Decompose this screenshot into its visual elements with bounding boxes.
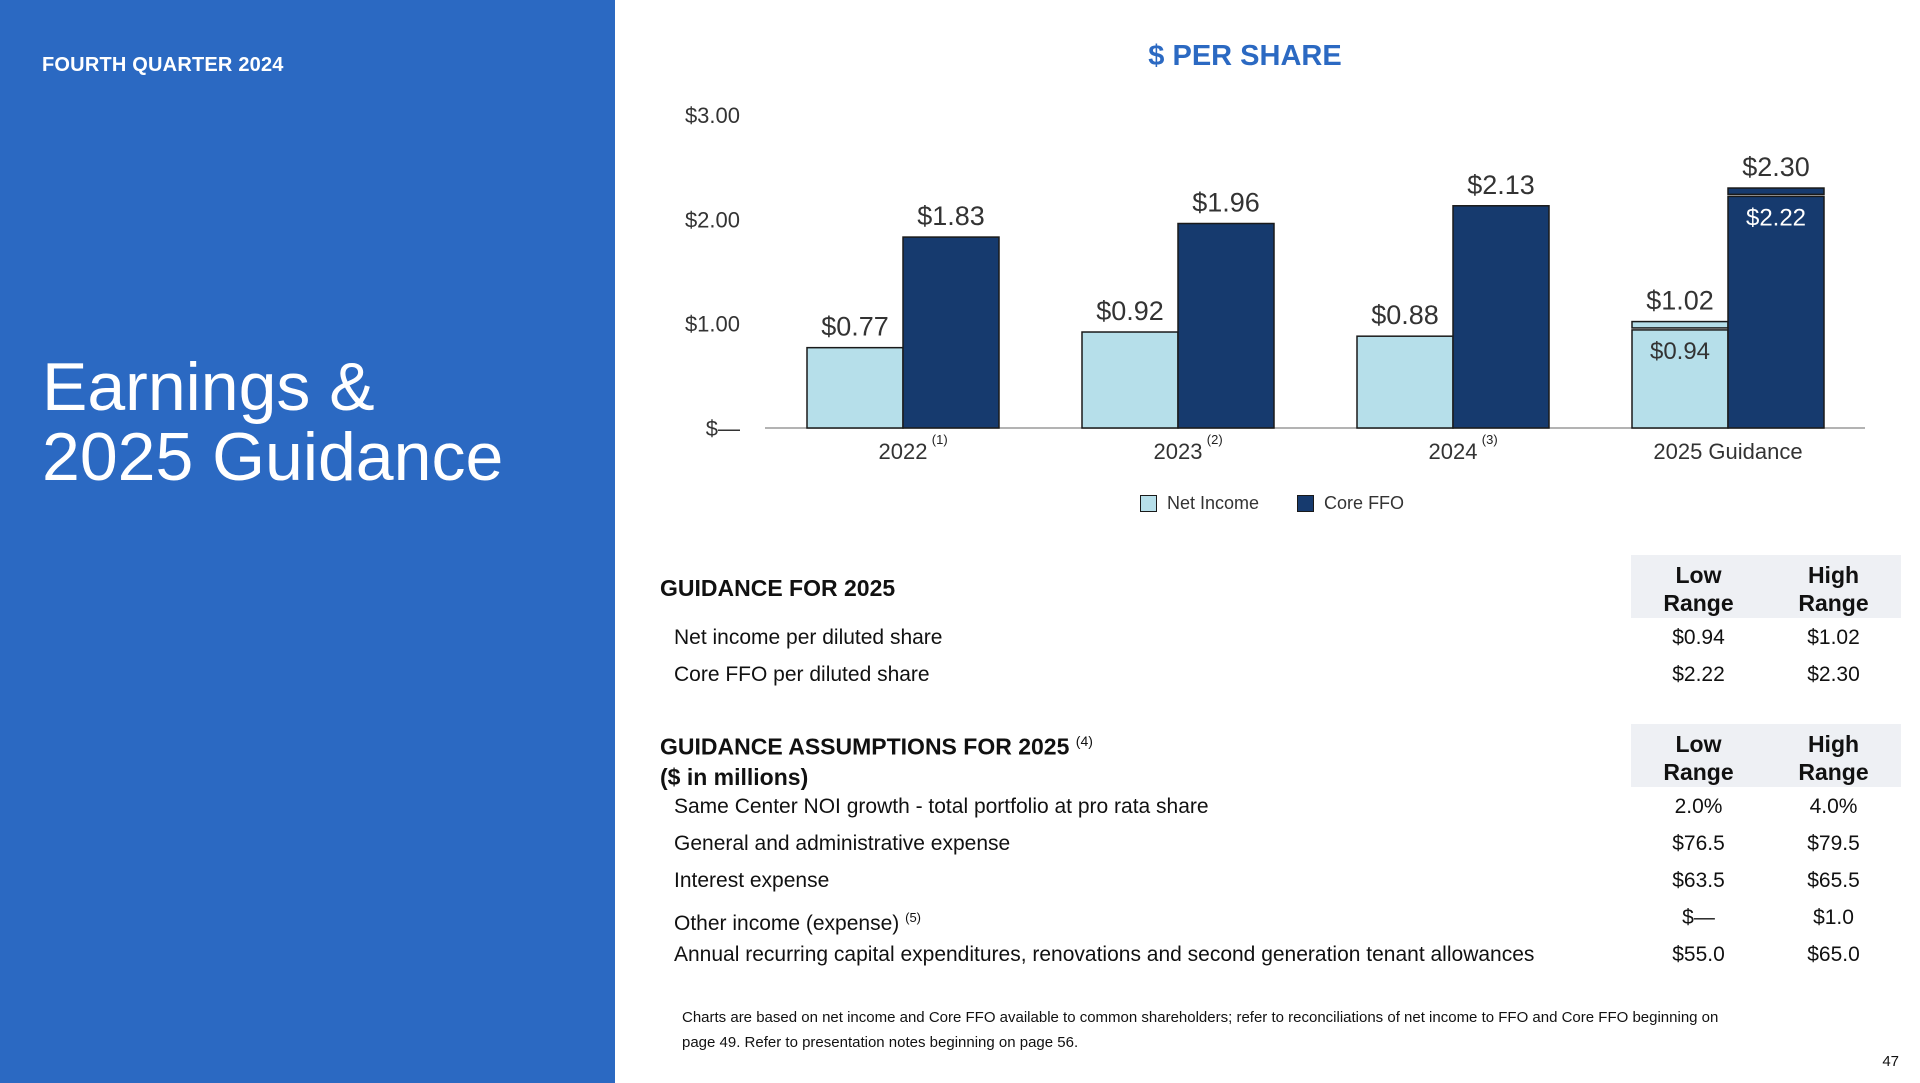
guidance-low-range-header: Low Range xyxy=(1631,561,1766,617)
chart-legend: Net Income Core FFO xyxy=(1140,493,1404,514)
data-label: $1.83 xyxy=(917,201,985,231)
row-high-value: $79.5 xyxy=(1807,832,1860,855)
assumptions-heading-note: (4) xyxy=(1075,733,1093,749)
row-low-value: $0.94 xyxy=(1672,626,1725,649)
assumptions-high-head-2: Range xyxy=(1798,759,1869,785)
footnote: Charts are based on net income and Core … xyxy=(682,1005,1852,1055)
bar-net-income-low xyxy=(1631,329,1729,429)
guidance-high-head-2: Range xyxy=(1798,590,1869,616)
assumptions-low-head-1: Low xyxy=(1675,731,1722,757)
data-label: $2.13 xyxy=(1467,170,1535,200)
legend-label-core-ffo: Core FFO xyxy=(1324,493,1405,513)
row-low-value: $63.5 xyxy=(1672,869,1725,892)
data-label: $0.77 xyxy=(821,312,889,342)
row-label: General and administrative expense xyxy=(674,832,1011,855)
bar-core-ffo xyxy=(1177,222,1275,429)
x-tick-label: 2025 Guidance xyxy=(1653,439,1802,464)
y-tick-label: $1.00 xyxy=(685,312,740,337)
data-label-low: $0.94 xyxy=(1650,338,1710,365)
table-row: Same Center NOI growth - total portfolio… xyxy=(674,788,1904,825)
row-low-value: $76.5 xyxy=(1672,832,1725,855)
data-label: $1.96 xyxy=(1192,188,1260,218)
row-high-value: $1.02 xyxy=(1807,626,1860,649)
bar-net-income xyxy=(1081,331,1179,429)
quarter-label: FOURTH QUARTER 2024 xyxy=(42,54,284,76)
row-label: Other income (expense) (5) xyxy=(674,899,921,942)
y-tick-label: $— xyxy=(706,416,740,441)
row-high-value: $65.5 xyxy=(1807,869,1860,892)
bar-core-ffo-low xyxy=(1727,195,1825,429)
bar-core-ffo-high-band xyxy=(1727,187,1825,196)
left-panel: FOURTH QUARTER 2024 Earnings & 2025 Guid… xyxy=(0,0,615,1083)
legend-swatch-net-income xyxy=(1140,495,1157,512)
assumptions-low-range-header: Low Range xyxy=(1631,730,1766,786)
table-row: Net income per diluted share $0.94 $1.02 xyxy=(674,619,1904,656)
guidance-column-headers: Low Range High Range xyxy=(1631,555,1901,618)
x-tick-note: (1) xyxy=(932,432,948,447)
page-number: 47 xyxy=(1882,1053,1899,1070)
row-label: Core FFO per diluted share xyxy=(674,663,930,686)
bar-core-ffo xyxy=(1452,205,1550,429)
row-low-value: $— xyxy=(1682,906,1715,929)
footnote-line-1: Charts are based on net income and Core … xyxy=(682,1009,1719,1026)
x-tick-note: (3) xyxy=(1482,432,1498,447)
row-low-value: 2.0% xyxy=(1674,795,1723,818)
y-tick-label: $3.00 xyxy=(685,103,740,128)
x-tick-label: 2023 xyxy=(1154,439,1203,464)
per-share-chart: $— $1.00 $2.00 $3.00 $0.77 $1.83 2022 (1) $0.92 $… xyxy=(685,103,1865,464)
data-label: $1.02 xyxy=(1646,286,1714,316)
slide-title-line-2: 2025 Guidance xyxy=(42,419,504,495)
row-label: Net income per diluted share xyxy=(674,626,943,649)
slide-title-line-1: Earnings & xyxy=(42,349,375,425)
assumptions-high-range-header: High Range xyxy=(1766,730,1901,786)
bar-core-ffo xyxy=(902,236,1000,429)
row-label-note: (5) xyxy=(905,910,922,925)
assumptions-low-head-2: Range xyxy=(1663,759,1734,785)
bar-net-income-high-band xyxy=(1631,320,1729,329)
assumptions-heading-text: GUIDANCE ASSUMPTIONS FOR 2025 xyxy=(660,733,1070,760)
data-label: $0.92 xyxy=(1096,296,1164,326)
row-label: Annual recurring capital expenditures, r… xyxy=(674,943,1535,966)
row-high-value: $65.0 xyxy=(1807,943,1860,966)
guidance-low-head-2: Range xyxy=(1663,590,1734,616)
y-tick-label: $2.00 xyxy=(685,207,740,232)
data-label: $2.30 xyxy=(1742,152,1810,182)
footnote-line-2: page 49. Refer to presentation notes beg… xyxy=(682,1034,1079,1051)
data-label-low: $2.22 xyxy=(1746,204,1806,231)
row-low-value: $55.0 xyxy=(1672,943,1725,966)
table-row: Annual recurring capital expenditures, r… xyxy=(674,936,1904,973)
guidance-high-head-1: High xyxy=(1807,562,1860,588)
row-label: Interest expense xyxy=(674,869,830,892)
slide-title: Earnings & 2025 Guidance xyxy=(42,352,503,492)
table-row: Interest expense $63.5 $65.5 xyxy=(674,862,1904,899)
x-tick-label: 2024 xyxy=(1429,439,1478,464)
guidance-low-head-1: Low xyxy=(1675,562,1722,588)
chart-title: $ PER SHARE xyxy=(1148,40,1342,72)
table-row: Other income (expense) (5) $— $1.0 xyxy=(674,899,1904,936)
legend-item-core-ffo: Core FFO xyxy=(1297,493,1404,514)
assumptions-column-headers: Low Range High Range xyxy=(1631,724,1901,787)
bar-net-income xyxy=(806,346,904,429)
x-tick-note: (2) xyxy=(1207,432,1223,447)
legend-label-net-income: Net Income xyxy=(1167,493,1260,513)
row-label: Same Center NOI growth - total portfolio… xyxy=(674,795,1209,818)
assumptions-subheading: ($ in millions) xyxy=(660,763,809,790)
assumptions-high-head-1: High xyxy=(1807,731,1860,757)
row-high-value: $1.0 xyxy=(1813,906,1854,929)
bar-net-income xyxy=(1356,335,1454,429)
row-high-value: $2.30 xyxy=(1807,663,1860,686)
table-row: Core FFO per diluted share $2.22 $2.30 xyxy=(674,656,1904,693)
data-label: $0.88 xyxy=(1371,300,1439,330)
table-row: General and administrative expense $76.5… xyxy=(674,825,1904,862)
guidance-high-range-header: High Range xyxy=(1766,561,1901,617)
legend-swatch-core-ffo xyxy=(1297,495,1315,512)
guidance-heading: GUIDANCE FOR 2025 xyxy=(660,575,896,601)
x-tick-label: 2022 xyxy=(879,439,928,464)
row-label-text: Other income (expense) xyxy=(674,912,900,935)
row-low-value: $2.22 xyxy=(1672,663,1725,686)
assumptions-heading: GUIDANCE ASSUMPTIONS FOR 2025 (4) ($ in … xyxy=(660,726,1093,792)
legend-item-net-income: Net Income xyxy=(1140,493,1259,514)
row-high-value: 4.0% xyxy=(1809,795,1858,818)
